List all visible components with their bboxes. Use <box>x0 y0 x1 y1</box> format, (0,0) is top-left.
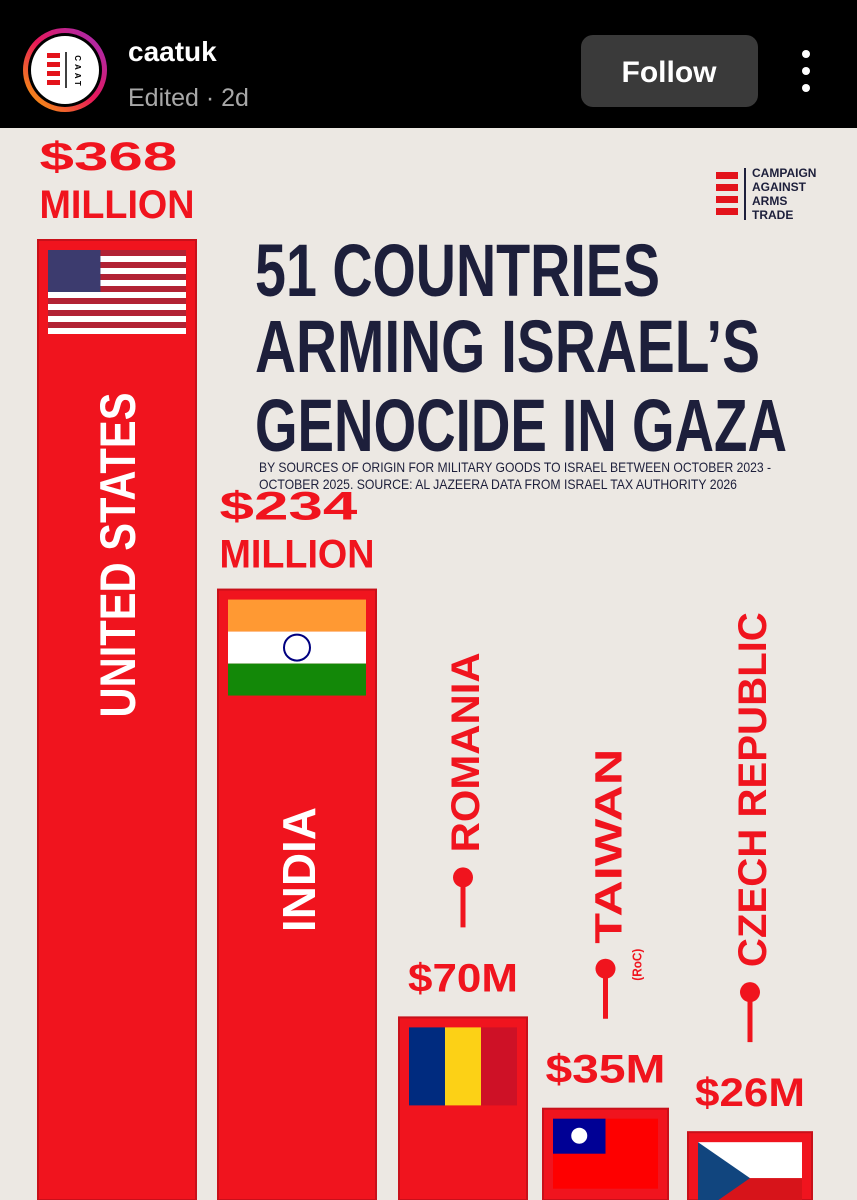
flag <box>48 250 101 292</box>
category-label: ROMANIA <box>444 652 488 852</box>
value-label-line: MILLION <box>40 183 195 227</box>
flag <box>48 280 186 286</box>
avatar-logo <box>47 53 60 85</box>
chart-title: 51 COUNTRIES <box>255 229 660 312</box>
flag <box>445 1027 481 1106</box>
logo-text: CAMPAIGN <box>752 166 816 180</box>
flag <box>48 268 186 274</box>
value-label: $26M <box>695 1071 805 1115</box>
chart-subtitle: OCTOBER 2025. SOURCE: AL JAZEERA DATA FR… <box>259 476 737 492</box>
flag <box>228 599 366 632</box>
flag <box>48 304 186 310</box>
category-label: INDIA <box>273 807 325 932</box>
flag <box>48 262 186 268</box>
value-label-line: $234 <box>220 485 375 529</box>
flag <box>48 256 186 262</box>
lollipop-dot <box>453 867 473 888</box>
category-label: CZECH REPUBLIC <box>731 612 775 967</box>
flag <box>48 316 186 322</box>
follow-label[interactable]: Follow <box>622 56 718 89</box>
flag <box>481 1027 517 1106</box>
chart-title: ARMING ISRAEL’S <box>255 305 760 388</box>
flag <box>48 292 186 298</box>
avatar-text: CAAT <box>73 55 82 89</box>
flag <box>571 1127 588 1144</box>
lollipop-dot <box>740 982 760 1003</box>
flag <box>409 1027 445 1106</box>
flag <box>48 328 186 334</box>
flag <box>228 663 366 696</box>
flag <box>228 631 366 664</box>
category-annotation: (RoC) <box>630 949 645 981</box>
follow-button[interactable] <box>581 35 758 107</box>
logo-text: TRADE <box>752 208 793 222</box>
logo-text: ARMS <box>752 194 787 208</box>
username[interactable]: caatuk <box>128 36 217 67</box>
category-label: TAIWAN <box>589 749 631 944</box>
flag <box>48 250 186 256</box>
chart-title: GENOCIDE IN GAZA <box>255 384 787 467</box>
caat-logo-mark <box>716 172 738 215</box>
value-label: $35M <box>546 1048 666 1092</box>
category-label: UNITED STATES <box>90 393 146 718</box>
flag <box>48 274 186 280</box>
post-meta: Edited · 2d <box>128 84 249 112</box>
flag <box>48 322 186 328</box>
value-label-line: $368 <box>40 135 195 179</box>
bar <box>37 239 197 1200</box>
flag <box>48 298 186 304</box>
flag <box>698 1142 750 1200</box>
flag <box>48 286 186 292</box>
value-label: $368 MILLION <box>40 135 195 227</box>
logo-text: AGAINST <box>752 180 807 194</box>
flag <box>283 633 311 662</box>
avatar[interactable] <box>31 36 99 104</box>
chart-subtitle: BY SOURCES OF ORIGIN FOR MILITARY GOODS … <box>259 459 771 475</box>
value-label: $234 MILLION <box>220 485 375 577</box>
more-menu[interactable] <box>802 50 810 92</box>
value-label: $70M <box>408 956 518 1000</box>
value-label-line: MILLION <box>220 533 375 577</box>
flag <box>48 310 186 316</box>
lollipop-dot <box>595 958 616 979</box>
